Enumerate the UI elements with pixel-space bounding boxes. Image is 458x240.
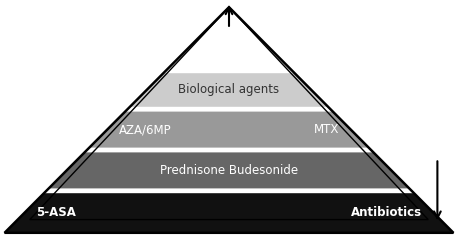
Text: Biological agents: Biological agents [179, 84, 279, 96]
Text: Antibiotics: Antibiotics [351, 206, 422, 220]
Polygon shape [89, 112, 369, 148]
Text: AZA/6MP: AZA/6MP [119, 123, 171, 136]
Polygon shape [49, 152, 409, 188]
Text: 5-ASA: 5-ASA [36, 206, 76, 220]
Polygon shape [5, 193, 453, 233]
Text: Prednisone Budesonide: Prednisone Budesonide [160, 164, 298, 177]
Text: MTX: MTX [314, 123, 339, 136]
Polygon shape [130, 73, 328, 107]
